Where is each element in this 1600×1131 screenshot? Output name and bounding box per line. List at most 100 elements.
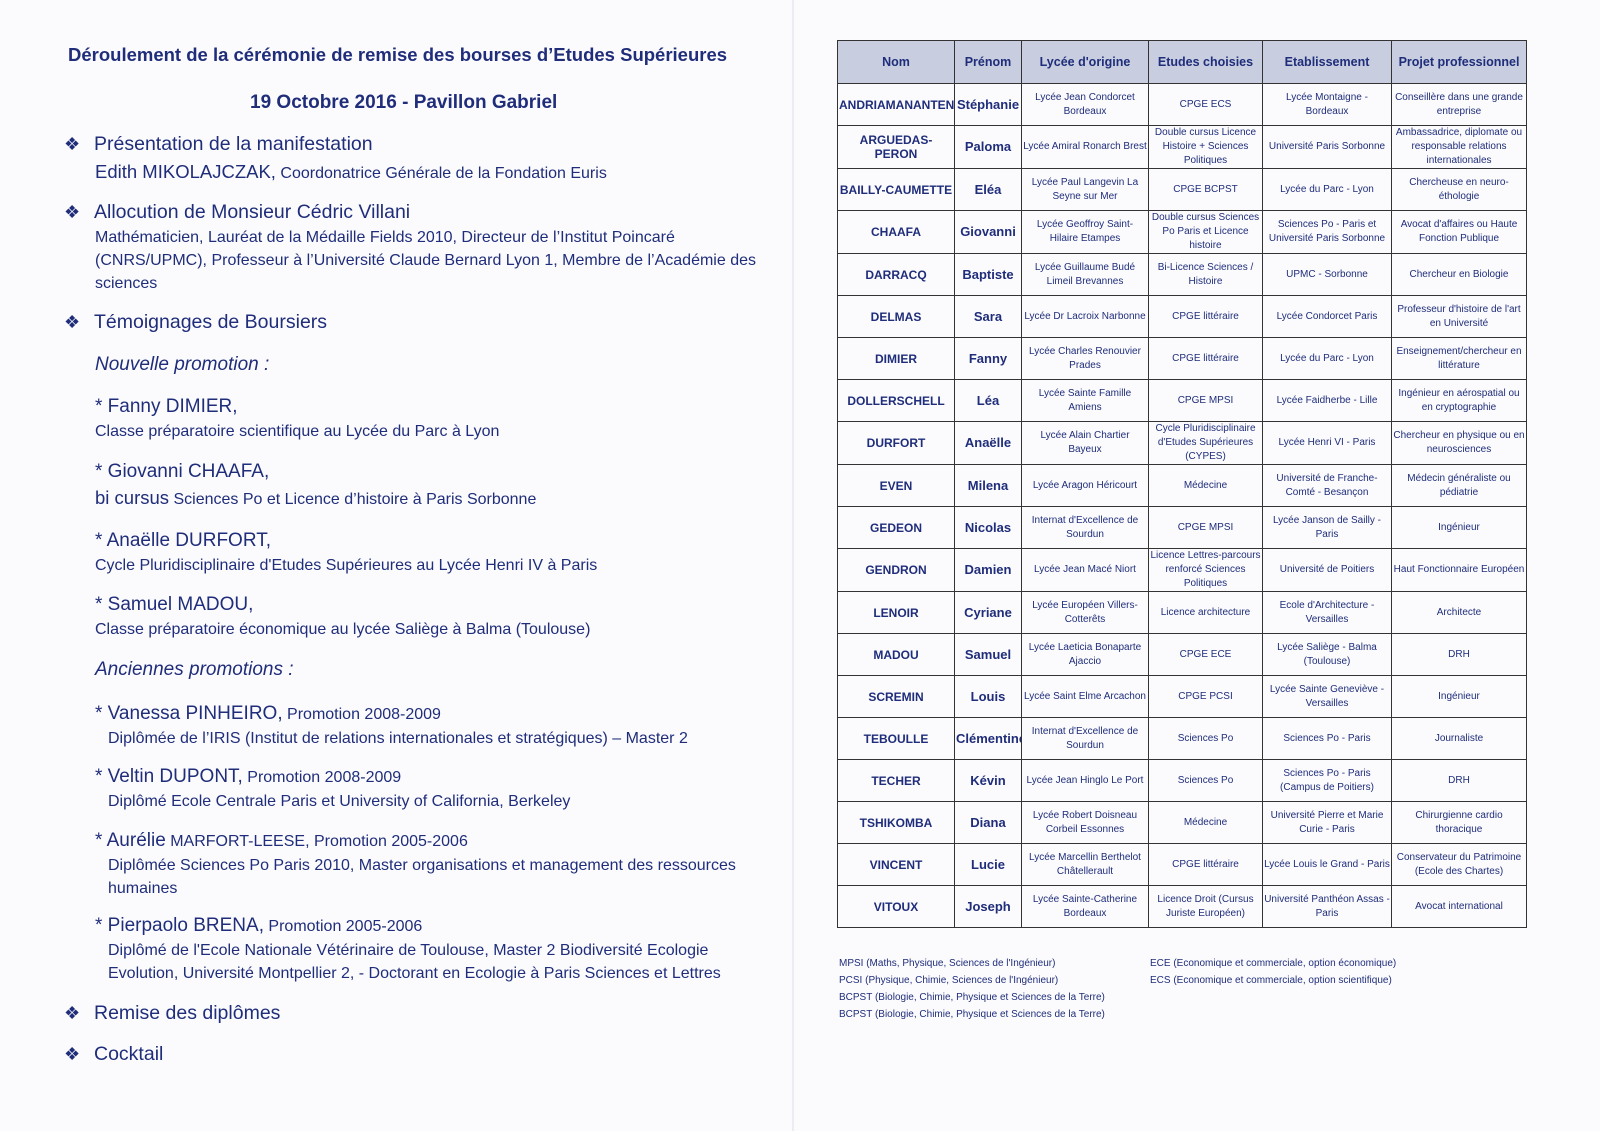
alumni-promo: Promotion 2005-2006 xyxy=(263,918,423,935)
table-cell: Architecte xyxy=(1391,591,1527,634)
legend-item: BCPST (Biologie, Chimie, Physique et Sci… xyxy=(839,992,1105,1003)
table-cell: Lycée Guillaume Budé Limeil Brevannes xyxy=(1021,253,1149,296)
table-cell: Médecin généraliste ou pédiatrie xyxy=(1391,464,1527,507)
table-cell: Sciences Po xyxy=(1148,717,1263,760)
table-cell: Lycée Dr Lacroix Narbonne xyxy=(1021,295,1149,338)
item-allocution: ❖ Allocution de Monsieur Cédric Villani xyxy=(64,201,410,224)
table-cell: Stéphanie xyxy=(954,83,1022,126)
table-cell: Lycée Aragon Héricourt xyxy=(1021,464,1149,507)
table-cell: Lycée Amiral Ronarch Brest xyxy=(1021,125,1149,169)
new-promo-name: * Fanny DIMIER, xyxy=(95,396,238,417)
speaker-name: Edith MIKOLAJCZAK, xyxy=(95,161,276,182)
table-cell: DARRACQ xyxy=(837,253,955,296)
table-cell: CPGE littéraire xyxy=(1148,843,1263,886)
table-row: SCREMIN Louis Lycée Saint Elme Arcachon CPG… xyxy=(837,675,1527,718)
table-cell: Avocat d'affaires ou Haute Fonction Publ… xyxy=(1391,210,1527,254)
table-cell: Lycée Paul Langevin La Seyne sur Mer xyxy=(1021,168,1149,211)
table-cell: Lycée Sainte Famille Amiens xyxy=(1021,379,1149,422)
table-cell: DOLLERSCHELL xyxy=(837,379,955,422)
table-cell: Joseph xyxy=(954,885,1022,928)
table-cell: Lycée Jean Macé Niort xyxy=(1021,548,1149,592)
table-cell: Lycée Sainte Geneviève - Versailles xyxy=(1262,675,1392,718)
old-promo-name: * Aurélie MARFORT-LEESE, Promotion 2005-… xyxy=(95,830,468,852)
diamond-bullet-icon: ❖ xyxy=(64,1044,81,1064)
table-cell: Chercheuse en neuro-éthologie xyxy=(1391,168,1527,211)
table-cell: Internat d'Excellence de Sourdun xyxy=(1021,506,1149,549)
table-cell: Lycée Robert Doisneau Corbeil Essonnes xyxy=(1021,801,1149,844)
table-cell: Université Panthéon Assas - Paris xyxy=(1262,885,1392,928)
table-row: TECHER Kévin Lycée Jean Hinglo Le Port Scie… xyxy=(837,759,1527,802)
table-row: TSHIKOMBA Diana Lycée Robert Doisneau Corb… xyxy=(837,801,1527,844)
table-cell: CPGE MPSI xyxy=(1148,379,1263,422)
table-cell: Lycée Charles Renouvier Prades xyxy=(1021,337,1149,380)
table-row: DELMAS Sara Lycée Dr Lacroix Narbonne CPGE … xyxy=(837,295,1527,338)
table-cell: Lycée Montaigne - Bordeaux xyxy=(1262,83,1392,126)
table-cell: Sciences Po - Paris (Campus de Poitiers) xyxy=(1262,759,1392,802)
table-row: VINCENT Lucie Lycée Marcellin Berthelot Ch… xyxy=(837,843,1527,886)
table-cell: Lycée Louis le Grand - Paris xyxy=(1262,843,1392,886)
table-cell: VITOUX xyxy=(837,885,955,928)
column-header: Lycée d'origine xyxy=(1021,40,1149,84)
old-promo-detail: Diplômée de l’IRIS (Institut de relation… xyxy=(108,730,688,747)
new-promo-name: * Samuel MADOU, xyxy=(95,594,254,615)
item-heading: Présentation de la manifestation xyxy=(94,133,373,155)
table-cell: Anaëlle xyxy=(954,421,1022,465)
table-cell: Lycée Saliège - Balma (Toulouse) xyxy=(1262,633,1392,676)
new-promo-name: * Anaëlle DURFORT, xyxy=(95,530,271,551)
table-cell: Chercheur en Biologie xyxy=(1391,253,1527,296)
new-promo-detail: bi cursus Sciences Po et Licence d’histo… xyxy=(95,486,536,511)
table-cell: CPGE MPSI xyxy=(1148,506,1263,549)
table-cell: DRH xyxy=(1391,759,1527,802)
table-cell: Médecine xyxy=(1148,464,1263,507)
page-fold xyxy=(792,0,794,1131)
alumni-promo: Promotion 2005-2006 xyxy=(309,833,468,850)
old-promo-name: * Vanessa PINHEIRO, Promotion 2008-2009 xyxy=(95,703,441,725)
table-row: DOLLERSCHELL Léa Lycée Sainte Famille Amie… xyxy=(837,379,1527,422)
item-cocktail: ❖ Cocktail xyxy=(64,1043,163,1066)
table-cell: CHAAFA xyxy=(837,210,955,254)
table-cell: CPGE BCPST xyxy=(1148,168,1263,211)
table-cell: Lycée Geoffroy Saint-Hilaire Etampes xyxy=(1021,210,1149,254)
table-cell: Lycée Européen Villers-Cotterêts xyxy=(1021,591,1149,634)
table-header-row: Nom Prénom Lycée d'origine Etudes choisies E… xyxy=(837,40,1527,84)
table-cell: MADOU xyxy=(837,633,955,676)
table-cell: Lycée Faidherbe - Lille xyxy=(1262,379,1392,422)
table-row: EVEN Milena Lycée Aragon Héricourt Médecine… xyxy=(837,464,1527,507)
table-cell: Licence Droit (Cursus Juriste Européen) xyxy=(1148,885,1263,928)
column-header: Nom xyxy=(837,40,955,84)
table-cell: Milena xyxy=(954,464,1022,507)
alumni-name: * Pierpaolo BRENA, xyxy=(95,915,264,936)
legend-item: MPSI (Maths, Physique, Sciences de l'Ing… xyxy=(839,958,1056,969)
table-cell: TECHER xyxy=(837,759,955,802)
table-row: TEBOULLE Clémentine Internat d'Excellence … xyxy=(837,717,1527,760)
item-heading: Remise des diplômes xyxy=(94,1002,281,1024)
scholars-table: Nom Prénom Lycée d'origine Etudes choisies E… xyxy=(837,40,1527,928)
alumni-promo: Promotion 2008-2009 xyxy=(242,769,402,786)
column-header: Prénom xyxy=(954,40,1022,84)
diamond-bullet-icon: ❖ xyxy=(64,1003,81,1023)
table-cell: Samuel xyxy=(954,633,1022,676)
alumni-promo: Promotion 2008-2009 xyxy=(282,706,441,723)
alumni-name: * Veltin DUPONT, xyxy=(95,766,243,787)
table-cell: Damien xyxy=(954,548,1022,592)
alumni-name: * Vanessa PINHEIRO, xyxy=(95,703,283,724)
table-cell: Paloma xyxy=(954,125,1022,169)
table-cell: Bi-Licence Sciences / Histoire xyxy=(1148,253,1263,296)
table-cell: Cycle Pluridisciplinaire d'Etudes Supéri… xyxy=(1148,421,1263,465)
table-cell: Double cursus Sciences Po Paris et Licen… xyxy=(1148,210,1263,254)
table-row: GEDEON Nicolas Internat d'Excellence de So… xyxy=(837,506,1527,549)
table-cell: DRH xyxy=(1391,633,1527,676)
item-heading: Témoignages de Boursiers xyxy=(94,311,328,333)
table-cell: CPGE littéraire xyxy=(1148,295,1263,338)
table-cell: TEBOULLE xyxy=(837,717,955,760)
program-title: Déroulement de la cérémonie de remise de… xyxy=(68,44,728,65)
legend-item: ECS (Economique et commerciale, option s… xyxy=(1150,975,1392,986)
table-cell: Lycée Alain Chartier Bayeux xyxy=(1021,421,1149,465)
table-cell: CPGE PCSI xyxy=(1148,675,1263,718)
speaker-role: Coordonatrice Générale de la Fondation E… xyxy=(275,165,607,182)
item-testimonials: ❖ Témoignages de Boursiers xyxy=(64,311,327,334)
table-cell: Licence architecture xyxy=(1148,591,1263,634)
table-row: DARRACQ Baptiste Lycée Guillaume Budé Lime… xyxy=(837,253,1527,296)
table-cell: Lycée Laeticia Bonaparte Ajaccio xyxy=(1021,633,1149,676)
table-cell: Léa xyxy=(954,379,1022,422)
